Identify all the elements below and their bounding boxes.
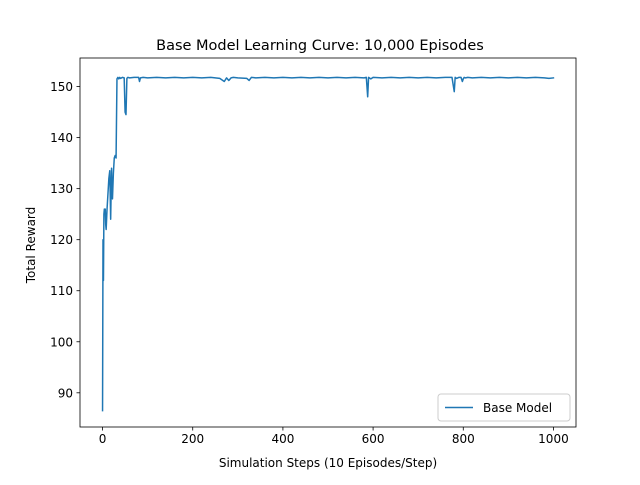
- x-tick-label: 800: [452, 432, 475, 446]
- series-line-0: [101, 76, 555, 412]
- x-tick-label: 400: [271, 432, 294, 446]
- x-tick-label: 1000: [538, 432, 569, 446]
- y-tick-label: 130: [50, 182, 73, 196]
- series-layer: [101, 76, 555, 412]
- y-tick-label: 150: [50, 80, 73, 94]
- x-tick-label: 0: [99, 432, 107, 446]
- y-tick-label: 140: [50, 131, 73, 145]
- chart-title: Base Model Learning Curve: 10,000 Episod…: [156, 38, 484, 54]
- legend-label-0: Base Model: [483, 401, 552, 415]
- x-axis-label: Simulation Steps (10 Episodes/Step): [219, 456, 437, 470]
- plot-frame: [79, 57, 577, 428]
- y-tick-label: 110: [50, 284, 73, 298]
- legend: Base Model: [437, 393, 571, 422]
- y-tick-label: 90: [58, 386, 73, 400]
- legend-box: [437, 393, 571, 422]
- y-tick-label: 120: [50, 233, 73, 247]
- y-tick-label: 100: [50, 335, 73, 349]
- plot-area: [80, 58, 576, 427]
- axes-layer: 0 200 400 600 800 1000 90 100 110 120 130 140 150: [50, 57, 577, 446]
- x-tick-label: 600: [362, 432, 385, 446]
- x-tick-label: 200: [181, 432, 204, 446]
- y-axis-label: Total Reward: [24, 207, 38, 285]
